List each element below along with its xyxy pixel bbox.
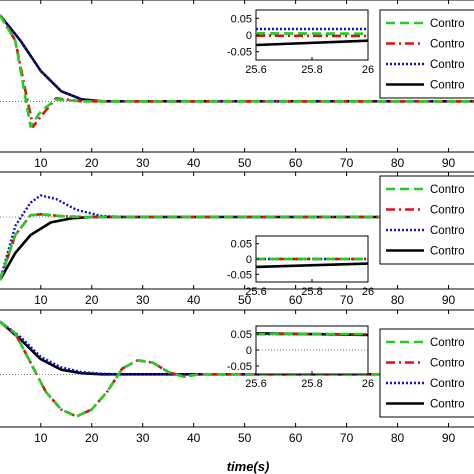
legend: Contro Contro Contro Contro — [379, 9, 474, 99]
x-tick-label: 50 — [238, 156, 252, 170]
x-tick-label: 30 — [136, 156, 150, 170]
legend-label-4: Contro — [430, 399, 465, 411]
inset-y-tick-label: 0.05 — [231, 239, 252, 251]
chart-panel-1: 10 20 30 40 50 60 70 80 90 0.05 0 -0.05 25.6 25.8 26 Co… — [0, 0, 474, 170]
inset-series-line-4 — [255, 262, 369, 269]
x-tick-label: 60 — [289, 293, 303, 307]
x-tick-label: 10 — [34, 431, 48, 445]
series-line-4 — [0, 320, 474, 376]
series-line-3 — [0, 194, 474, 281]
inset-series-line-4 — [255, 39, 369, 47]
x-tick-label: 20 — [85, 293, 99, 307]
x-tick-label: 10 — [34, 293, 48, 307]
x-tick-label: 80 — [391, 293, 405, 307]
series-line-1 — [0, 14, 474, 128]
chart-panel-2: 10 20 30 40 50 60 70 80 90 0.05 0 -0.05 25.6 25.8 26 Co… — [0, 171, 474, 307]
series-group — [0, 320, 474, 418]
x-tick-label: 60 — [289, 156, 303, 170]
legend-label-1: Contro — [430, 184, 465, 196]
x-tick-label: 90 — [442, 156, 456, 170]
x-tick-label: 80 — [391, 431, 405, 445]
inset-x-tick-label: 25.6 — [245, 378, 266, 390]
x-tick-label: 30 — [136, 431, 150, 445]
inset-x-tick-label: 26 — [362, 378, 374, 390]
x-tick-label: 20 — [85, 431, 99, 445]
inset-y-tick-label: 0 — [246, 30, 252, 42]
x-tick-label: 30 — [136, 293, 150, 307]
series-group — [0, 14, 474, 128]
series-line-1 — [0, 213, 474, 281]
inset-y-tick-label: -0.05 — [227, 47, 252, 59]
inset-y-tick-label: -0.05 — [227, 361, 252, 373]
series-line-2 — [0, 213, 474, 281]
chart-panel-3: 10 20 30 40 50 60 70 80 90 time(s) 0.05 0 -0.05 25.6 2… — [0, 309, 474, 474]
x-tick-label: 50 — [238, 431, 252, 445]
inset-x-tick-label: 25.8 — [301, 286, 322, 298]
x-tick-label: 90 — [442, 431, 456, 445]
x-tick-label: 80 — [391, 156, 405, 170]
legend-label-3: Contro — [430, 59, 465, 71]
inset-x-tick-label: 26 — [362, 64, 374, 76]
x-tick-label: 70 — [340, 156, 354, 170]
x-tick-label: 10 — [34, 156, 48, 170]
inset-y-tick-label: -0.05 — [227, 269, 252, 281]
inset-x-tick-label: 25.8 — [301, 378, 322, 390]
x-tick-label: 70 — [340, 431, 354, 445]
legend-label-4: Contro — [430, 246, 465, 258]
legend-label-2: Contro — [430, 358, 465, 370]
inset-x-tick-label: 25.6 — [245, 64, 266, 76]
x-axis-label: time(s) — [227, 459, 270, 474]
inset-plot: 0.05 0 -0.05 25.6 25.8 26 — [227, 235, 374, 298]
series-group — [0, 194, 474, 281]
x-tick-label: 90 — [442, 293, 456, 307]
series-line-1 — [0, 320, 474, 418]
x-tick-label: 40 — [187, 293, 201, 307]
legend-label-1: Contro — [430, 18, 465, 30]
x-tick-label: 70 — [340, 293, 354, 307]
x-tick-label: 20 — [85, 156, 99, 170]
legend-label-4: Contro — [430, 80, 465, 92]
inset-y-tick-label: 0 — [246, 345, 252, 357]
legend-label-1: Contro — [430, 337, 465, 349]
legend: Contro Contro Contro Contro — [379, 175, 474, 265]
inset-plot: 0.05 0 -0.05 25.6 25.8 26 — [227, 325, 374, 390]
inset-y-tick-label: 0 — [246, 254, 252, 266]
x-tick-label: 40 — [187, 431, 201, 445]
legend-label-3: Contro — [430, 378, 465, 390]
inset-x-tick-label: 25.6 — [245, 286, 266, 298]
inset-plot: 0.05 0 -0.05 25.6 25.8 26 — [227, 9, 374, 76]
inset-y-tick-label: 0.05 — [231, 13, 252, 25]
legend-label-2: Contro — [430, 39, 465, 51]
legend: Contro Contro Contro Contro — [379, 328, 474, 418]
x-tick-label: 60 — [289, 431, 303, 445]
inset-x-tick-label: 26 — [362, 286, 374, 298]
x-tick-label: 50 — [238, 293, 252, 307]
legend-label-3: Contro — [430, 225, 465, 237]
inset-y-tick-label: 0.05 — [231, 329, 252, 341]
legend-label-2: Contro — [430, 205, 465, 217]
inset-x-tick-label: 25.8 — [301, 64, 322, 76]
x-tick-label: 40 — [187, 156, 201, 170]
